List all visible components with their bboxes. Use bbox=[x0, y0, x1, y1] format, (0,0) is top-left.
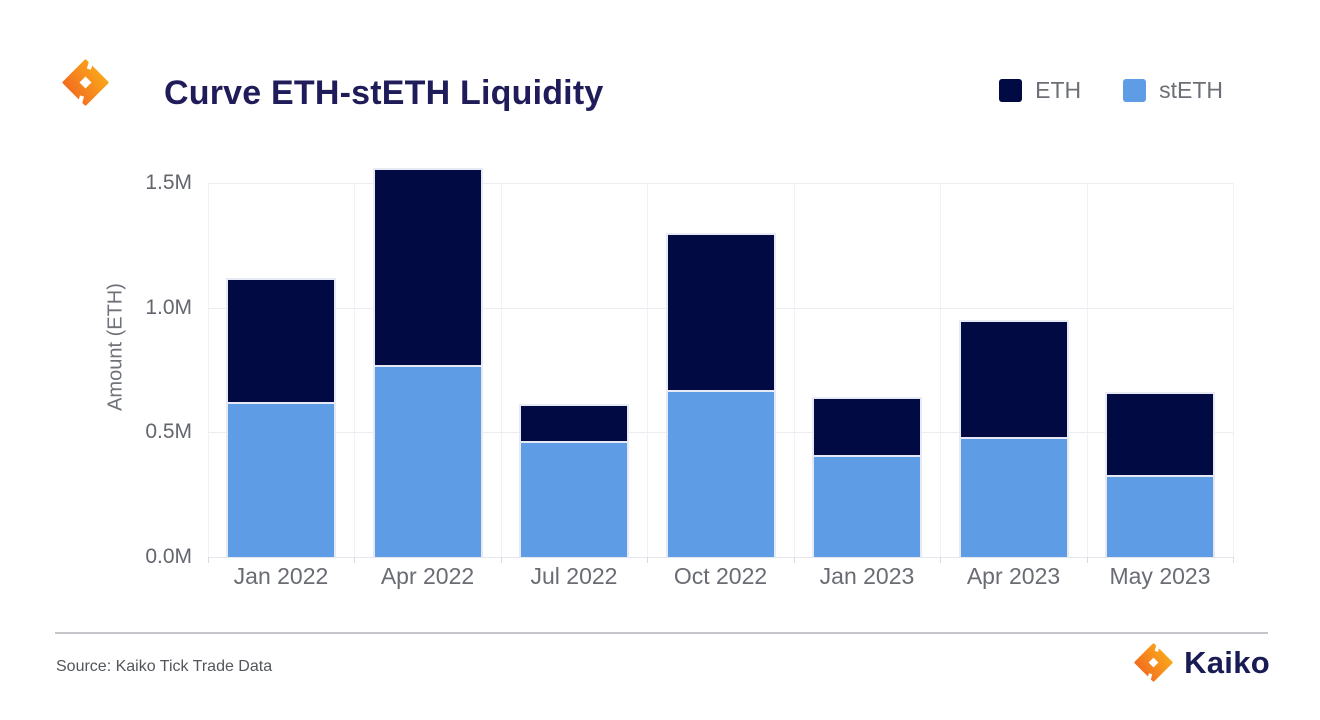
category-splitline bbox=[354, 183, 356, 557]
bar-segment-steth-oct-2022[interactable] bbox=[665, 389, 776, 557]
category-splitline bbox=[1086, 183, 1088, 557]
x-axis-label: Jul 2022 bbox=[530, 563, 618, 589]
gridline-0.0M bbox=[207, 557, 1233, 558]
category-splitline bbox=[940, 183, 942, 557]
brand-lockup: Kaiko bbox=[1134, 643, 1270, 682]
x-axis-label: Oct 2022 bbox=[673, 563, 768, 589]
y-axis-tick-label: 1.0M bbox=[145, 295, 192, 319]
x-axis-label: Jan 2023 bbox=[819, 563, 915, 589]
category-splitline bbox=[793, 183, 795, 557]
source-note: Source: Kaiko Tick Trade Data bbox=[56, 658, 273, 675]
y-axis-tick-label: 0.5M bbox=[145, 420, 192, 444]
bar-segment-eth-jan-2022[interactable] bbox=[226, 277, 336, 403]
legend-label: stETH bbox=[1159, 77, 1223, 103]
legend-label: ETH bbox=[1035, 77, 1082, 103]
bar-segment-eth-apr-2023[interactable] bbox=[958, 319, 1069, 438]
x-axis-label: Apr 2022 bbox=[380, 563, 475, 589]
bar-segment-steth-may-2023[interactable] bbox=[1105, 474, 1215, 557]
x-axis-tick bbox=[207, 557, 209, 563]
x-axis-tick bbox=[1086, 557, 1088, 563]
brand-wordmark: Kaiko bbox=[1184, 644, 1270, 680]
y-axis-tick-label: 1.5M bbox=[145, 170, 192, 194]
bar-segment-steth-jul-2022[interactable] bbox=[519, 440, 629, 557]
x-axis-tick bbox=[940, 557, 942, 563]
kaiko-brand-logo-icon bbox=[1134, 643, 1173, 682]
x-axis-label: Apr 2023 bbox=[966, 563, 1061, 589]
bar-segment-eth-apr-2022[interactable] bbox=[372, 167, 483, 365]
x-axis-label: May 2023 bbox=[1109, 563, 1211, 589]
chart-title: Curve ETH-stETH Liquidity bbox=[164, 74, 604, 112]
category-splitline bbox=[1233, 183, 1235, 557]
category-splitline bbox=[647, 183, 649, 557]
chart-legend: ETH stETH bbox=[999, 77, 1223, 104]
x-axis-tick bbox=[1233, 557, 1235, 563]
gridline-1.5M bbox=[207, 182, 1233, 184]
bar-segment-steth-apr-2022[interactable] bbox=[372, 364, 483, 557]
y-axis-tick-label: 0.0M bbox=[145, 545, 192, 568]
bar-segment-eth-jul-2022[interactable] bbox=[519, 403, 629, 441]
legend-item-eth[interactable]: ETH bbox=[999, 77, 1081, 104]
legend-item-steth[interactable]: stETH bbox=[1123, 77, 1223, 104]
x-axis-tick bbox=[793, 557, 795, 563]
x-axis-label: Jan 2022 bbox=[233, 563, 329, 589]
category-splitline bbox=[500, 183, 502, 557]
footer-divider bbox=[55, 632, 1268, 634]
legend-swatch-steth bbox=[1123, 79, 1147, 102]
bar-segment-eth-jan-2023[interactable] bbox=[812, 397, 922, 455]
bar-segment-eth-may-2023[interactable] bbox=[1105, 392, 1215, 475]
category-splitline bbox=[207, 183, 209, 557]
bar-segment-steth-apr-2023[interactable] bbox=[958, 437, 1069, 557]
legend-swatch-eth bbox=[999, 79, 1023, 102]
x-axis-tick bbox=[500, 557, 502, 563]
bar-segment-steth-jan-2023[interactable] bbox=[812, 454, 922, 557]
x-axis-tick bbox=[354, 557, 356, 563]
bar-segment-steth-jan-2022[interactable] bbox=[226, 402, 336, 557]
x-axis-tick bbox=[647, 557, 649, 563]
bar-segment-eth-oct-2022[interactable] bbox=[665, 232, 776, 390]
